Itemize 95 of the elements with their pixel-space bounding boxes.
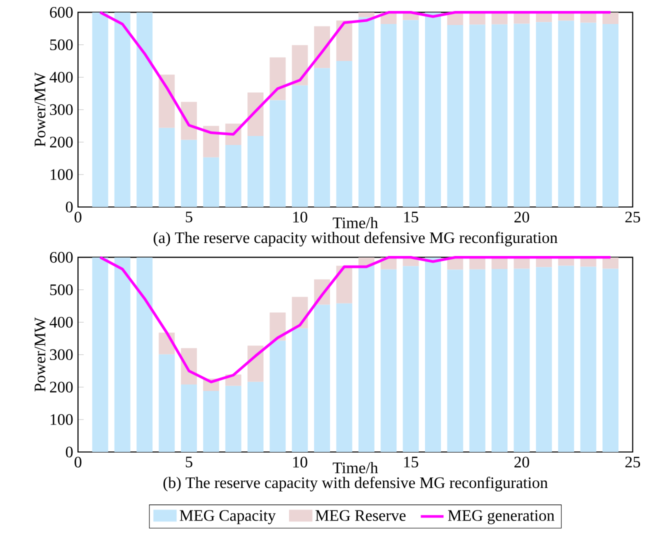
bar (492, 269, 508, 452)
y-tick-label: 100 (50, 169, 73, 180)
y-tick-label: 300 (50, 104, 73, 116)
bar (225, 386, 242, 452)
y-tick-label: 100 (50, 414, 73, 425)
bar (602, 257, 618, 269)
y-tick-label: 600 (50, 252, 73, 263)
bar (469, 269, 486, 452)
bar (248, 136, 264, 207)
bar (270, 312, 286, 341)
bar (92, 12, 108, 207)
y-axis-title: Power/MW (34, 72, 46, 147)
bar (180, 140, 197, 207)
legend-label: MEG generation (448, 510, 554, 524)
x-tick-label: 10 (293, 456, 308, 468)
x-tick-label: 5 (186, 212, 192, 222)
legend-label: MEG Reserve (316, 510, 406, 521)
y-tick-label: 0 (66, 446, 73, 458)
bar (358, 265, 374, 452)
bar (492, 257, 508, 270)
bar (447, 270, 464, 452)
y-tick-label: 500 (50, 284, 73, 296)
bar (536, 267, 552, 452)
bar (558, 266, 574, 452)
y-tick-label: 600 (50, 6, 73, 18)
bar (158, 354, 175, 452)
bar (602, 24, 618, 207)
bar (380, 269, 397, 452)
y-tick-label: 0 (66, 202, 73, 212)
bar (447, 24, 464, 207)
y-tick-label: 300 (50, 349, 73, 360)
bar (380, 24, 397, 207)
bar (270, 340, 286, 452)
text: (a) The reserve capacity without defensive MG reconfiguration (154, 232, 558, 246)
x-tick-label: 15 (404, 456, 418, 468)
bar (402, 20, 419, 207)
bar (248, 92, 264, 136)
bar (270, 100, 286, 207)
x-tick-label: 20 (514, 212, 530, 222)
bar (292, 85, 308, 207)
y-tick-label: 400 (50, 72, 73, 83)
bar (536, 22, 552, 207)
bar (292, 45, 308, 86)
x-tick-label: 25 (625, 456, 640, 468)
x-tick-label: 20 (514, 456, 530, 468)
x-tick-label: 0 (74, 456, 82, 468)
x-tick-label: 0 (74, 212, 82, 222)
bar (425, 12, 441, 207)
x-tick-label: 25 (625, 212, 640, 222)
bar (358, 17, 374, 207)
bar (225, 145, 242, 207)
x-axis-title: Time/h (332, 462, 378, 474)
bar (336, 303, 352, 452)
bar (469, 257, 486, 270)
bar (602, 12, 618, 24)
y-tick-label: 200 (50, 136, 73, 148)
bar (514, 268, 530, 452)
text: (b) The reserve capacity with defensive MG reconfiguration (163, 476, 548, 492)
bar (136, 257, 153, 452)
bar (580, 266, 596, 452)
bar (136, 12, 153, 207)
bar (114, 257, 130, 452)
x-tick-label: 5 (186, 456, 192, 468)
bar (602, 268, 618, 452)
y-axis-title: Power/MW (34, 317, 46, 392)
bar (92, 257, 108, 452)
bar (292, 328, 308, 452)
bar (180, 384, 197, 452)
bar (336, 61, 352, 207)
bar (514, 24, 530, 207)
bar (314, 304, 330, 452)
x-tick-label: 15 (404, 212, 418, 222)
y-tick-label: 400 (50, 316, 73, 328)
bar (203, 157, 220, 207)
bar (248, 346, 264, 382)
bar (203, 391, 220, 452)
bar (492, 12, 508, 24)
x-axis-title: Time/h (332, 217, 378, 228)
bar (580, 22, 596, 207)
y-tick-label: 500 (50, 39, 73, 50)
bar (492, 24, 508, 207)
bar (425, 257, 441, 452)
bar (203, 126, 220, 158)
bar (314, 68, 330, 207)
bar (270, 57, 286, 100)
bar (558, 20, 574, 207)
bar (358, 12, 374, 18)
bar (469, 24, 486, 207)
y-tick-label: 200 (50, 382, 73, 392)
bar (158, 128, 175, 207)
x-tick-label: 10 (293, 212, 308, 222)
legend-label: MEG Capacity (180, 510, 276, 524)
bar (114, 12, 130, 207)
bar (248, 382, 264, 452)
bar (402, 266, 419, 452)
